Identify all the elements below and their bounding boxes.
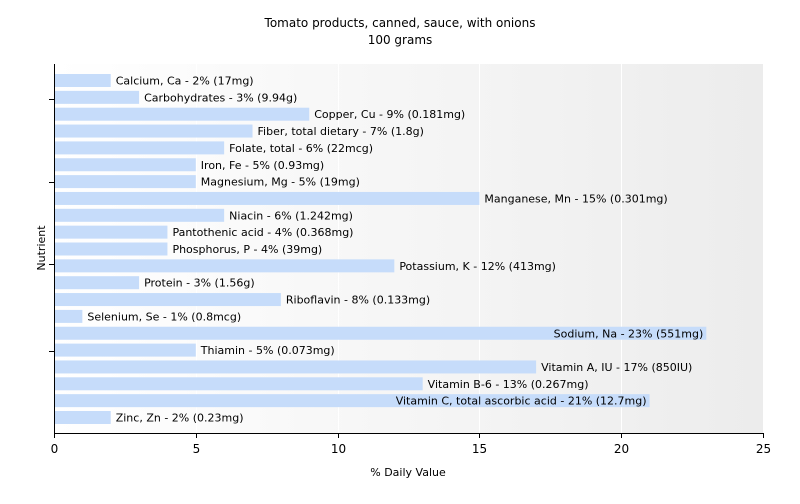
- bar-label: Protein - 3% (1.56g): [144, 277, 255, 290]
- bar-label: Calcium, Ca - 2% (17mg): [116, 75, 254, 88]
- bar-label: Vitamin B-6 - 13% (0.267mg): [428, 378, 589, 391]
- x-axis-label: % Daily Value: [370, 466, 446, 479]
- bar-label: Folate, total - 6% (22mcg): [229, 142, 373, 155]
- bar: [55, 394, 650, 408]
- bar-label: Manganese, Mn - 15% (0.301mg): [484, 192, 667, 205]
- bar: [55, 276, 140, 290]
- bar-label: Zinc, Zn - 2% (0.23mg): [116, 412, 244, 425]
- bar-label: Niacin - 6% (1.242mg): [229, 209, 353, 222]
- bar: [55, 343, 196, 357]
- bar: [55, 158, 196, 172]
- y-axis-label: Nutrient: [35, 225, 48, 271]
- bar: [55, 107, 310, 121]
- bar: [55, 326, 707, 340]
- bar: [55, 411, 111, 424]
- x-tick-label: 0: [51, 442, 59, 456]
- bar: [55, 360, 537, 374]
- bars: [55, 74, 707, 424]
- bar-label: Potassium, K - 12% (413mg): [399, 260, 556, 273]
- bar-label: Selenium, Se - 1% (0.8mcg): [87, 310, 241, 323]
- x-tick-label: 20: [614, 442, 629, 456]
- bar-label: Vitamin A, IU - 17% (850IU): [541, 361, 692, 374]
- bar: [55, 377, 423, 391]
- x-tick-label: 25: [756, 442, 771, 456]
- bar-label: Copper, Cu - 9% (0.181mg): [314, 108, 465, 121]
- bar: [55, 225, 168, 239]
- bar-label: Phosphorus, P - 4% (39mg): [172, 243, 322, 256]
- x-tick-label: 5: [193, 442, 201, 456]
- bar: [55, 175, 196, 189]
- axes: 0 5 10 15 20 25: [49, 64, 771, 456]
- bar-labels: Calcium, Ca - 2% (17mg) Carbohydrates - 3…: [87, 75, 703, 425]
- bar: [55, 191, 480, 205]
- bar: [55, 74, 111, 87]
- bar-label: Pantothenic acid - 4% (0.368mg): [172, 226, 353, 239]
- bar-label: Carbohydrates - 3% (9.94g): [144, 91, 297, 104]
- x-tick-label: 15: [472, 442, 487, 456]
- bar-label: Iron, Fe - 5% (0.93mg): [201, 159, 324, 172]
- bar-label: Vitamin C, total ascorbic acid - 21% (12…: [396, 395, 647, 408]
- x-tick-label: 10: [331, 442, 346, 456]
- bar: [55, 309, 83, 323]
- chart-title: Tomato products, canned, sauce, with oni…: [264, 16, 536, 30]
- bar: [55, 293, 281, 307]
- bar: [55, 242, 168, 256]
- bar-label: Magnesium, Mg - 5% (19mg): [201, 176, 360, 189]
- bar: [55, 124, 253, 138]
- chart-subtitle: 100 grams: [368, 33, 433, 47]
- bar-label: Fiber, total dietary - 7% (1.8g): [258, 125, 424, 138]
- bar-label: Sodium, Na - 23% (551mg): [554, 327, 704, 340]
- bar-label: Riboflavin - 8% (0.133mg): [286, 294, 430, 307]
- bar: [55, 141, 225, 155]
- bar: [55, 259, 395, 273]
- bar-label: Thiamin - 5% (0.073mg): [200, 344, 335, 357]
- bar: [55, 208, 225, 222]
- bar: [55, 90, 140, 104]
